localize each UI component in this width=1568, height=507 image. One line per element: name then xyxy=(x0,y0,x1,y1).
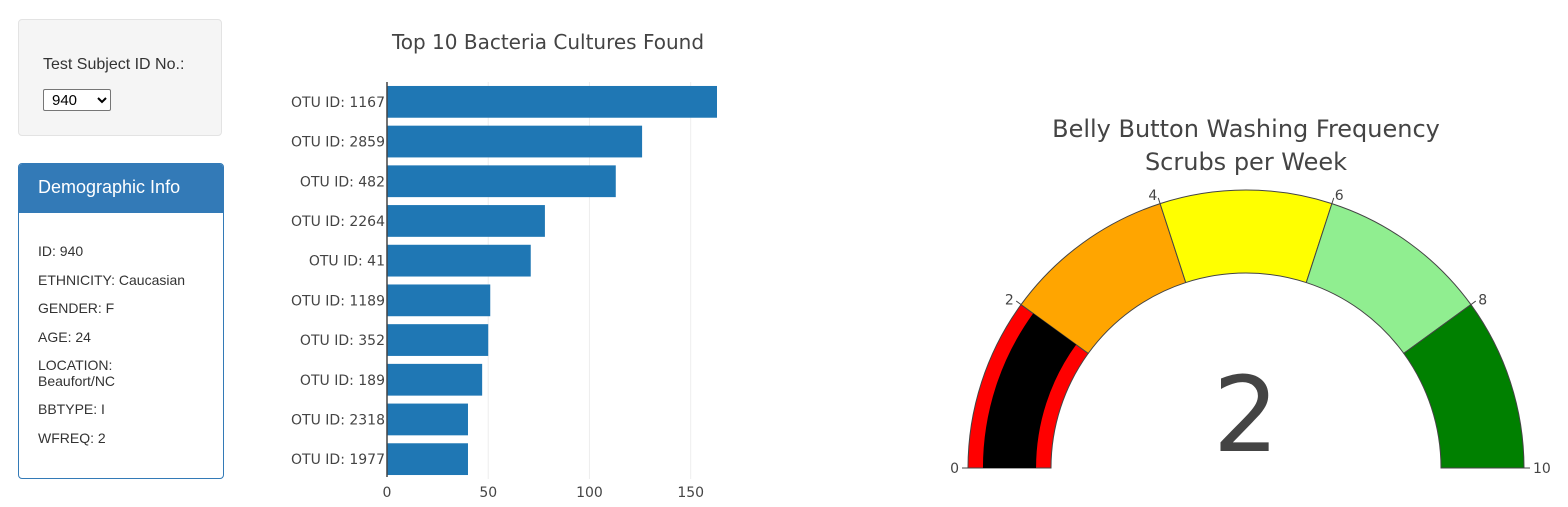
gauge-tick-label: 8 xyxy=(1478,292,1487,308)
gauge-tick-label: 10 xyxy=(1533,461,1551,477)
subject-select-label: Test Subject ID No.: xyxy=(43,56,185,73)
gauge-value-bar xyxy=(982,313,1077,468)
bar xyxy=(387,324,489,356)
gauge-ticks: 0 2 4 6 8 10 xyxy=(950,188,1551,477)
demo-wfreq: WFREQ: 2 xyxy=(38,430,106,446)
x-tick-label: 100 xyxy=(576,485,603,501)
x-tick-label: 50 xyxy=(479,485,497,501)
demographic-info-title: Demographic Info xyxy=(19,164,223,213)
category-label: OTU ID: 1167 xyxy=(291,95,385,111)
demo-location: LOCATION: Beaufort/NC xyxy=(38,357,116,389)
gauge-tick-label: 4 xyxy=(1148,188,1157,204)
bar-chart-x-ticks: 0 50 100 150 xyxy=(383,485,705,501)
demo-ethnicity: ETHNICITY: Caucasian xyxy=(38,272,186,288)
gauge-value-number: 2 xyxy=(1213,354,1279,476)
bar xyxy=(387,125,643,158)
washing-frequency-gauge: Belly Button Washing Frequency Scrubs pe… xyxy=(950,115,1551,477)
subject-selector-panel: Test Subject ID No.: 940 xyxy=(18,19,222,136)
category-label: OTU ID: 1977 xyxy=(291,452,385,468)
category-label: OTU ID: 2318 xyxy=(291,412,385,428)
gauge-tick xyxy=(1157,197,1161,204)
demo-gender: GENDER: F xyxy=(38,300,115,316)
bar xyxy=(387,363,483,396)
demo-bbtype: BBTYPE: I xyxy=(38,401,105,417)
gauge-tick xyxy=(1470,300,1477,306)
bar xyxy=(387,284,491,317)
bar xyxy=(387,403,468,436)
subject-id-dropdown[interactable]: 940 xyxy=(43,89,111,111)
bar-chart-title: Top 10 Bacteria Cultures Found xyxy=(391,30,704,54)
gauge-tick xyxy=(1015,300,1022,306)
gauge-bar xyxy=(982,313,1077,468)
bar xyxy=(387,443,468,476)
bar xyxy=(387,165,616,198)
demographic-info-panel: Demographic Info ID: 940 ETHNICITY: Cauc… xyxy=(18,163,224,479)
category-label: OTU ID: 2859 xyxy=(291,135,385,151)
category-label: OTU ID: 482 xyxy=(300,174,385,190)
category-label: OTU ID: 1189 xyxy=(291,293,385,309)
gauge-tick-label: 6 xyxy=(1335,188,1344,204)
bar xyxy=(387,205,545,237)
demo-age: AGE: 24 xyxy=(38,329,91,345)
gauge-tick xyxy=(1331,197,1335,204)
x-tick-label: 150 xyxy=(677,485,704,501)
x-tick-label: 0 xyxy=(383,485,392,501)
gauge-tick-label: 0 xyxy=(950,461,959,477)
bar-chart-category-labels: OTU ID: 1167 OTU ID: 2859 OTU ID: 482 OTU I… xyxy=(291,95,385,468)
gauge-subtitle: Scrubs per Week xyxy=(1145,148,1347,176)
category-label: OTU ID: 352 xyxy=(300,333,385,349)
gauge-title: Belly Button Washing Frequency xyxy=(1052,115,1440,143)
bar xyxy=(387,244,531,277)
gauge-step xyxy=(1159,189,1333,284)
category-label: OTU ID: 189 xyxy=(300,373,385,389)
bar-chart-bars xyxy=(387,85,717,476)
category-label: OTU ID: 41 xyxy=(309,254,385,270)
demo-id: ID: 940 xyxy=(38,243,84,259)
bacteria-bar-chart: Top 10 Bacteria Cultures Found OTU ID: 1… xyxy=(291,30,717,501)
category-label: OTU ID: 2264 xyxy=(291,214,385,230)
bar xyxy=(387,85,717,118)
gauge-tick-label: 2 xyxy=(1005,292,1014,308)
